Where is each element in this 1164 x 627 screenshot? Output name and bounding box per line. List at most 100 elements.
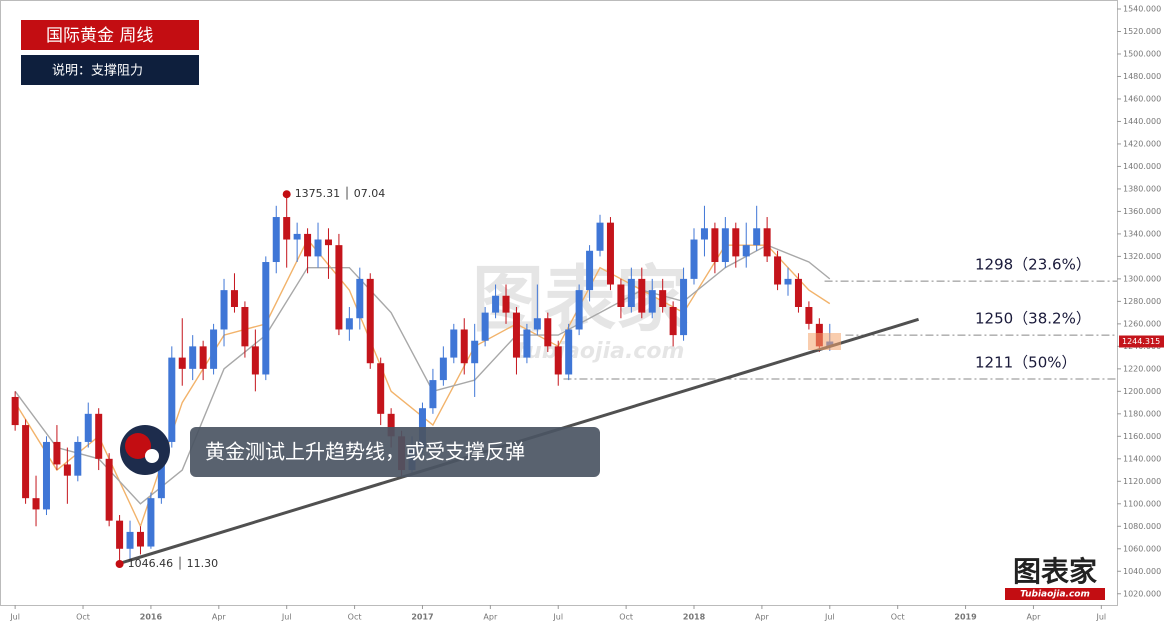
last-price-label: 1244.315 <box>1122 337 1160 346</box>
candle-body <box>680 278 688 336</box>
candle-body <box>554 346 562 375</box>
candle-body <box>199 346 207 369</box>
icon-ear <box>145 449 159 463</box>
candle-body <box>147 498 155 547</box>
candle-body <box>230 290 238 307</box>
candle-body <box>481 312 489 341</box>
y-tick-label: 1100.000 <box>1123 499 1161 508</box>
point-label: 1375.31 │ 07.04 <box>295 186 386 200</box>
y-tick-label: 1420.000 <box>1123 139 1161 148</box>
x-tick-label: 2019 <box>954 613 977 622</box>
icon <box>120 425 170 475</box>
candle-body <box>721 228 729 263</box>
title: 国际黄金 周线 <box>46 26 153 46</box>
level-label: 1211（50%） <box>975 353 1077 371</box>
candle-body <box>283 217 291 240</box>
x-tick-label: Jul <box>552 613 563 622</box>
y-tick-label: 1140.000 <box>1123 454 1161 463</box>
candle-body <box>157 441 165 499</box>
candle-body <box>335 245 343 330</box>
candle-body <box>659 290 667 307</box>
candle-body <box>586 250 594 291</box>
candle-body <box>168 357 176 442</box>
candle-body <box>251 346 259 375</box>
candle-body <box>471 340 479 364</box>
x-tick-label: 2017 <box>411 613 433 622</box>
candle-body <box>648 290 656 313</box>
y-tick-label: 1360.000 <box>1123 207 1161 216</box>
y-tick-label: 1440.000 <box>1123 117 1161 126</box>
candle-body <box>512 312 520 358</box>
last-price-tag <box>1119 335 1164 348</box>
logo-bar <box>1005 588 1105 600</box>
x-tick-label: Oct <box>619 613 633 622</box>
logo: 图表家 Tubiaojia.com <box>1005 555 1105 600</box>
candle-body <box>272 217 280 263</box>
x-tick-label: Jul <box>281 613 292 622</box>
moving-average <box>14 238 831 529</box>
candle-body <box>763 228 771 257</box>
candle-body <box>74 441 82 476</box>
callout: 黄金测试上升趋势线，或受支撑反弹 <box>190 427 600 477</box>
candle-body <box>711 228 719 263</box>
y-tick-label: 1540.000 <box>1123 4 1161 13</box>
x-tick-label: Oct <box>348 613 362 622</box>
candle-body <box>387 413 395 437</box>
y-tick-label: 1340.000 <box>1123 229 1161 238</box>
candle-body <box>617 284 625 307</box>
candle-body <box>606 222 614 285</box>
candle-body <box>700 228 708 240</box>
candle-body <box>314 239 322 257</box>
y-tick-label: 1400.000 <box>1123 162 1161 171</box>
candle-body <box>784 278 792 285</box>
candle-body <box>189 346 197 369</box>
candle-body <box>492 295 500 313</box>
candle-body <box>324 239 332 246</box>
candle-body <box>732 228 740 257</box>
candle-body <box>638 278 646 313</box>
candle-body <box>345 318 353 330</box>
logo-sub: Tubiaojia.com <box>1020 590 1090 600</box>
point-marker <box>115 559 124 568</box>
plot: 1020.000 1040.000 1060.000 1080.000 1100.000… <box>9 4 1161 621</box>
candle-body <box>565 329 573 375</box>
level-label: 1250（38.2%） <box>975 310 1091 328</box>
plot-frame <box>0 0 1118 606</box>
y-tick-label: 1260.000 <box>1123 319 1161 328</box>
y-tick-label: 1500.000 <box>1123 49 1161 58</box>
candle-body <box>356 278 364 319</box>
point-marker <box>282 190 291 199</box>
candle-body <box>774 256 782 285</box>
candle-body <box>460 329 468 364</box>
x-tick-label: Jul <box>9 613 20 622</box>
y-tick-label: 1120.000 <box>1123 477 1161 486</box>
x-tick-label: Oct <box>76 613 90 622</box>
point-label: 1046.46 │ 11.30 <box>128 556 219 570</box>
x-tick-label: Apr <box>1027 613 1042 622</box>
x-tick-label: Jul <box>1096 613 1107 622</box>
candle-body <box>11 396 19 426</box>
candle-body <box>220 290 228 330</box>
y-tick-label: 1520.000 <box>1123 27 1161 36</box>
watermark-sub: tubiaojia.com <box>516 339 685 364</box>
y-tick-label: 1460.000 <box>1123 94 1161 103</box>
subtitle-bg <box>21 55 199 85</box>
x-tick-label: Jul <box>824 613 835 622</box>
y-tick-label: 1180.000 <box>1123 409 1161 418</box>
x-tick-label: 2016 <box>140 613 163 622</box>
y-tick-label: 1160.000 <box>1123 432 1161 441</box>
y-tick-label: 1080.000 <box>1123 522 1161 531</box>
y-tick-label: 1220.000 <box>1123 364 1161 373</box>
candle-body <box>742 245 750 257</box>
y-tick-label: 1280.000 <box>1123 297 1161 306</box>
candle-body <box>429 380 437 409</box>
title-box: 国际黄金 周线 说明：支撑阻力 <box>21 20 199 85</box>
x-tick-label: Oct <box>891 613 905 622</box>
y-tick-label: 1320.000 <box>1123 252 1161 261</box>
x-tick-label: Apr <box>755 613 770 622</box>
candle-body <box>805 306 813 324</box>
subtitle: 说明：支撑阻力 <box>52 64 143 79</box>
x-tick-label: Apr <box>483 613 498 622</box>
candle-body <box>178 357 186 369</box>
